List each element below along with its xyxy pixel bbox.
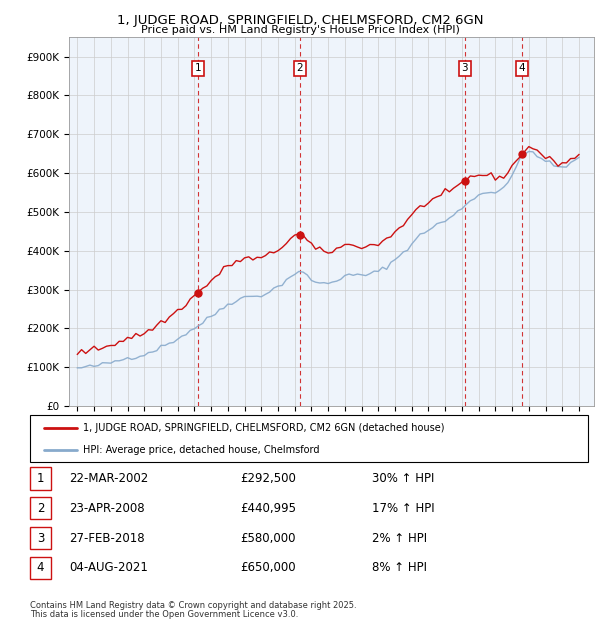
Text: £650,000: £650,000 [240, 561, 296, 574]
Text: 4: 4 [518, 63, 525, 73]
Text: £580,000: £580,000 [240, 531, 296, 544]
Text: 30% ↑ HPI: 30% ↑ HPI [372, 472, 434, 485]
Text: 1, JUDGE ROAD, SPRINGFIELD, CHELMSFORD, CM2 6GN: 1, JUDGE ROAD, SPRINGFIELD, CHELMSFORD, … [117, 14, 483, 27]
Text: HPI: Average price, detached house, Chelmsford: HPI: Average price, detached house, Chel… [83, 445, 320, 455]
Text: This data is licensed under the Open Government Licence v3.0.: This data is licensed under the Open Gov… [30, 610, 298, 619]
Text: 23-APR-2008: 23-APR-2008 [69, 502, 145, 515]
Text: 3: 3 [37, 531, 44, 544]
Text: £292,500: £292,500 [240, 472, 296, 485]
Text: 1, JUDGE ROAD, SPRINGFIELD, CHELMSFORD, CM2 6GN (detached house): 1, JUDGE ROAD, SPRINGFIELD, CHELMSFORD, … [83, 423, 445, 433]
Text: 17% ↑ HPI: 17% ↑ HPI [372, 502, 434, 515]
Text: Contains HM Land Registry data © Crown copyright and database right 2025.: Contains HM Land Registry data © Crown c… [30, 601, 356, 611]
Text: £440,995: £440,995 [240, 502, 296, 515]
Text: Price paid vs. HM Land Registry's House Price Index (HPI): Price paid vs. HM Land Registry's House … [140, 25, 460, 35]
Text: 3: 3 [461, 63, 468, 73]
Text: 22-MAR-2002: 22-MAR-2002 [69, 472, 148, 485]
Text: 2: 2 [296, 63, 303, 73]
Text: 4: 4 [37, 561, 44, 574]
Text: 27-FEB-2018: 27-FEB-2018 [69, 531, 145, 544]
Text: 1: 1 [195, 63, 202, 73]
Text: 04-AUG-2021: 04-AUG-2021 [69, 561, 148, 574]
Text: 1: 1 [37, 472, 44, 485]
Text: 8% ↑ HPI: 8% ↑ HPI [372, 561, 427, 574]
Text: 2: 2 [37, 502, 44, 515]
Text: 2% ↑ HPI: 2% ↑ HPI [372, 531, 427, 544]
